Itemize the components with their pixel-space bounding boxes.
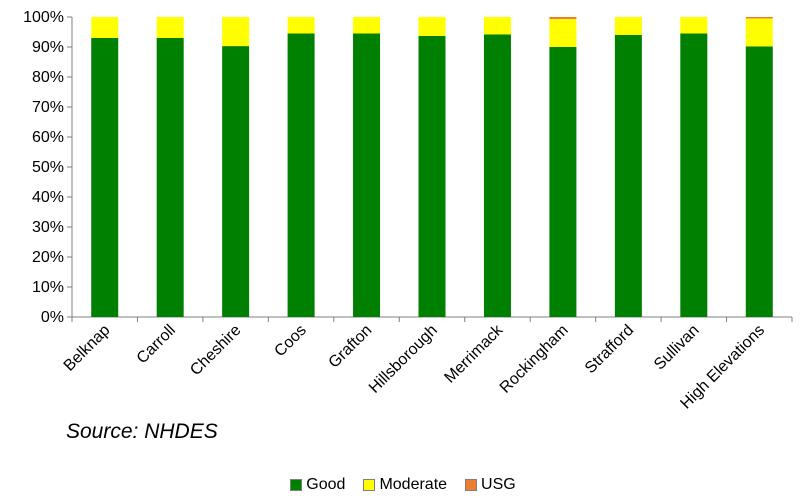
bar-segment-moderate xyxy=(549,19,577,47)
y-tick-label: 90% xyxy=(32,39,64,56)
y-tick-label: 10% xyxy=(32,279,64,296)
legend: Good Moderate USG xyxy=(0,476,806,494)
legend-item-moderate: Moderate xyxy=(363,476,447,494)
legend-label-good: Good xyxy=(306,476,346,493)
x-tick-label: Merrimack xyxy=(441,321,507,387)
y-tick-label: 100% xyxy=(23,9,64,26)
bar-segment-good xyxy=(222,46,250,317)
bar-segment-moderate xyxy=(156,17,184,38)
bar-segment-moderate xyxy=(353,17,381,34)
legend-item-usg: USG xyxy=(465,476,516,494)
bar-segment-moderate xyxy=(418,17,446,36)
x-tick-label: Coos xyxy=(271,322,309,360)
source-note: Source: NHDES xyxy=(66,420,218,443)
bar-segment-good xyxy=(614,35,642,317)
y-tick-label: 60% xyxy=(32,129,64,146)
y-tick-label: 30% xyxy=(32,219,64,236)
y-tick-label: 20% xyxy=(32,249,64,266)
bar-segment-moderate xyxy=(483,17,511,35)
x-tick-label: Belknap xyxy=(61,322,114,375)
legend-swatch-good xyxy=(290,479,303,491)
bar-segment-moderate xyxy=(680,17,708,34)
bar-segment-good xyxy=(156,38,184,317)
x-tick-label: Rockingham xyxy=(497,322,572,397)
bar-segment-good xyxy=(745,46,773,318)
y-tick-label: 80% xyxy=(32,69,64,86)
bar-segment-good xyxy=(680,33,708,317)
legend-label-usg: USG xyxy=(481,476,516,493)
bar-segment-moderate xyxy=(91,17,119,38)
bar-segment-good xyxy=(418,35,446,318)
x-tick-label: Sullivan xyxy=(651,322,703,374)
bar-segment-moderate xyxy=(222,17,250,47)
bar-segment-good xyxy=(353,33,381,317)
legend-label-moderate: Moderate xyxy=(379,476,448,493)
x-tick-label: Hillsborough xyxy=(366,322,441,397)
y-tick-label: 0% xyxy=(41,309,64,326)
bar-segment-usg xyxy=(549,17,577,20)
bar-segment-good xyxy=(91,38,119,317)
legend-item-good: Good xyxy=(290,476,345,494)
legend-swatch-usg xyxy=(465,479,478,491)
x-tick-label: Carroll xyxy=(134,322,179,367)
bar-segment-good xyxy=(549,47,577,317)
legend-swatch-moderate xyxy=(363,479,376,491)
y-tick-label: 50% xyxy=(32,159,64,176)
y-tick-label: 70% xyxy=(32,99,64,116)
bar-segment-moderate xyxy=(614,17,642,35)
bar-segment-good xyxy=(483,34,511,318)
bar-segment-moderate xyxy=(287,17,315,34)
bar-segment-good xyxy=(287,33,315,317)
x-tick-label: Cheshire xyxy=(187,322,244,379)
y-tick-label: 40% xyxy=(32,189,64,206)
bar-segment-usg xyxy=(745,17,773,19)
x-tick-label: Strafford xyxy=(582,322,637,377)
x-tick-label: Grafton xyxy=(326,322,376,372)
bar-segment-moderate xyxy=(745,18,773,47)
